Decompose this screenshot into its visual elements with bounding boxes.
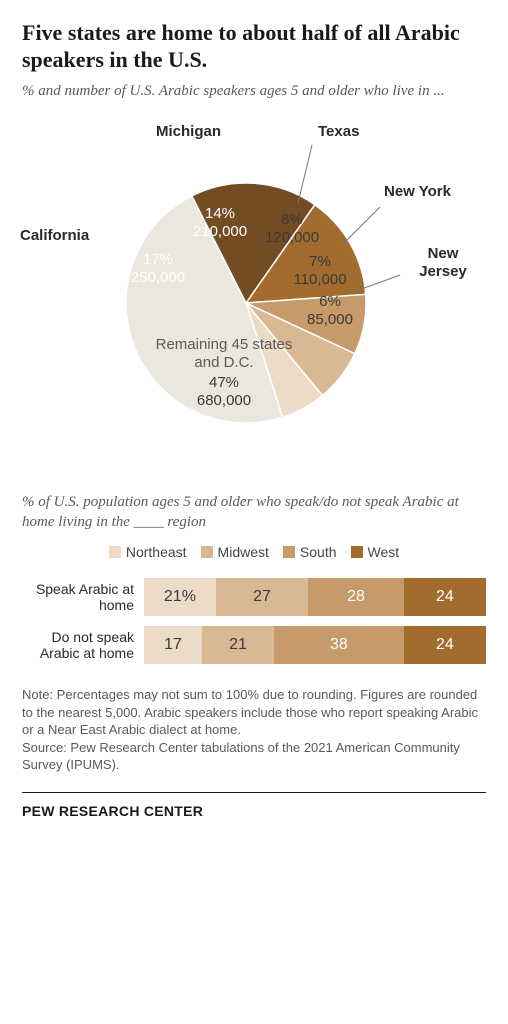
divider <box>22 792 486 793</box>
bar-row-label: Do not speak Arabic at home <box>22 629 144 661</box>
source-logo: PEW RESEARCH CENTER <box>22 803 486 819</box>
pie-slice-value: 14%210,000 <box>193 205 247 241</box>
legend-label: South <box>300 544 337 560</box>
pie-slice-value: 6%85,000 <box>307 293 353 329</box>
bar-row-label: Speak Arabic at home <box>22 581 144 613</box>
legend-swatch <box>351 546 363 558</box>
legend-swatch <box>201 546 213 558</box>
legend-item: Midwest <box>201 544 269 560</box>
bar-track: 21%272824 <box>144 578 486 616</box>
legend-label: Northeast <box>126 544 187 560</box>
bars-subtitle: % of U.S. population ages 5 and older wh… <box>22 493 486 532</box>
pie-slice-value: 8%120,000 <box>265 211 319 247</box>
bar-segment: 28 <box>308 578 404 616</box>
bar-segment: 24 <box>404 626 486 664</box>
bar-row: Speak Arabic at home21%272824 <box>22 578 486 616</box>
pie-slice-name: New York <box>384 183 451 203</box>
legend-swatch <box>109 546 121 558</box>
pie-slice-value: 7%110,000 <box>293 253 346 289</box>
pie-slice-value: Remaining 45 states and D.C.47%680,000 <box>149 336 299 410</box>
pie-chart: Michigan Texas New York New Jersey Californi… <box>22 115 482 475</box>
pie-slice-name: Texas <box>318 123 359 143</box>
legend-item: West <box>351 544 400 560</box>
legend-label: Midwest <box>218 544 269 560</box>
chart-title: Five states are home to about half of al… <box>22 20 486 74</box>
pie-slice-name: California <box>20 227 89 247</box>
bar-segment: 21% <box>144 578 216 616</box>
stacked-bars: Speak Arabic at home21%272824Do not spea… <box>22 578 486 664</box>
bar-row: Do not speak Arabic at home17213824 <box>22 626 486 664</box>
legend-item: Northeast <box>109 544 187 560</box>
legend-swatch <box>283 546 295 558</box>
pie-slice-name: Michigan <box>156 123 221 143</box>
legend-item: South <box>283 544 337 560</box>
bar-segment: 17 <box>144 626 202 664</box>
legend: Northeast Midwest South West <box>22 544 486 560</box>
bar-track: 17213824 <box>144 626 486 664</box>
legend-label: West <box>368 544 400 560</box>
footnote: Note: Percentages may not sum to 100% du… <box>22 686 486 774</box>
bar-segment: 24 <box>404 578 486 616</box>
pie-slice-name: New Jersey <box>404 245 482 283</box>
chart-subtitle: % and number of U.S. Arabic speakers age… <box>22 82 486 102</box>
pie-slice-value: 17%250,000 <box>131 251 185 287</box>
bar-segment: 21 <box>202 626 274 664</box>
bar-segment: 38 <box>274 626 404 664</box>
bar-segment: 27 <box>216 578 308 616</box>
